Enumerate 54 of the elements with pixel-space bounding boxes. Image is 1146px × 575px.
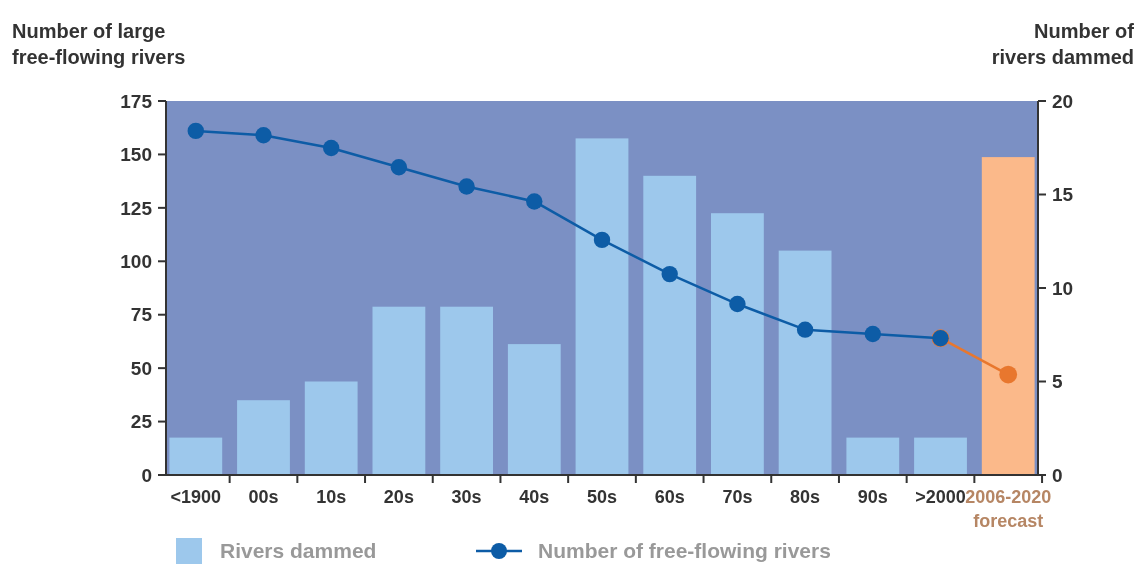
y2-tick-label: 5 [1052,371,1063,393]
x-tick-label: 90s [857,487,888,507]
y-tick-label: 0 [141,464,152,486]
bar [914,437,967,475]
point [729,295,746,313]
bar [643,175,697,475]
point [526,193,543,210]
y2-tick-label: 15 [1052,184,1074,206]
bar [237,400,290,475]
x-tick-label: 10s [316,487,347,507]
point [458,178,475,195]
bar [575,138,629,475]
bar [846,437,900,475]
point [187,122,204,140]
y2-tick-label: 10 [1052,277,1074,299]
bar [711,213,764,475]
x-tick-label: 60s [654,487,685,507]
legend-label: Rivers dammed [220,539,377,563]
y-tick-label: 75 [130,304,153,326]
y2-tick-label: 0 [1052,464,1063,486]
y2-tick-label: 20 [1052,90,1074,112]
y-tick-label: 50 [130,357,152,379]
point [322,139,340,157]
x-tick-label: 30s [451,487,482,507]
x-tick-label: >2000 [915,487,966,507]
x-tick-label: 80s [790,487,821,507]
bar [304,381,358,475]
point [390,159,408,176]
x-tick-label: 2006-2020 forecast [965,487,1052,531]
x-tick-label: 50s [586,487,618,507]
point [593,231,611,249]
y-axis-title: Number of large free-flowing rivers [12,20,186,68]
legend-label: Number of free-flowing rivers [538,539,831,563]
point [255,126,272,144]
x-tick-label: 00s [248,487,279,507]
x-tick-label: 40s [519,487,550,507]
x-tick-label: <1900 [170,487,222,507]
y-tick-label: 175 [120,90,153,112]
point [796,321,814,338]
x-tick-label: 20s [383,487,414,507]
bar [981,157,1035,475]
y-tick-label: 25 [130,411,153,433]
bar [507,344,561,475]
point [864,325,882,343]
y2-axis-title: Number of rivers dammed [991,20,1135,68]
point [661,265,678,283]
y-tick-label: 125 [120,197,153,219]
y-tick-label: 150 [120,144,152,166]
x-tick-label: 70s [722,487,753,507]
y-tick-label: 100 [120,250,152,272]
bar [169,437,223,475]
bar [440,306,493,475]
bar [372,306,426,475]
bar [778,250,832,475]
